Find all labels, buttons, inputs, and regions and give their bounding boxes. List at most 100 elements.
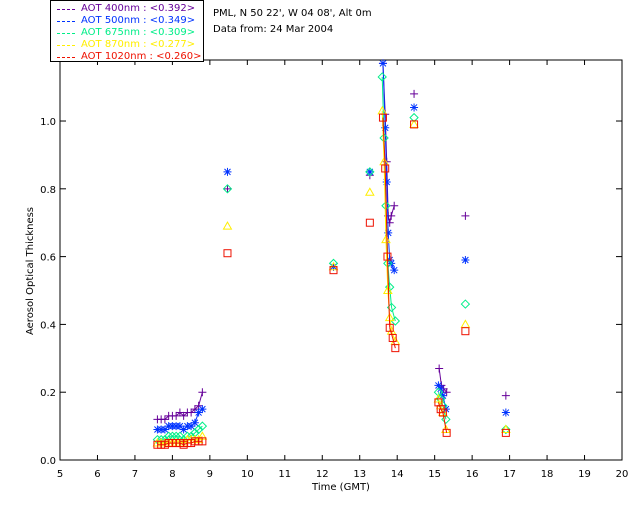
point-675nm: [433, 387, 444, 397]
point-500nm: [382, 178, 391, 187]
point-400nm: [223, 184, 232, 193]
point-400nm: [387, 211, 396, 220]
legend-label: AOT 400nm : <0.392>: [81, 3, 196, 14]
date-info: Data from: 24 Mar 2004: [213, 24, 334, 35]
point-400nm: [410, 89, 419, 98]
point-675nm: [377, 72, 387, 82]
point-1020nm: [438, 408, 447, 417]
point-400nm: [190, 405, 199, 414]
point-675nm: [435, 394, 446, 404]
point-500nm: [194, 408, 203, 417]
point-500nm: [436, 384, 445, 393]
x-tick-label: 20: [616, 469, 629, 480]
point-1020nm: [501, 428, 510, 437]
series-line-segment: [183, 412, 188, 417]
point-675nm: [193, 424, 204, 435]
point-500nm: [381, 123, 390, 132]
point-675nm: [365, 167, 375, 177]
point-500nm: [390, 266, 399, 275]
point-675nm: [328, 258, 339, 269]
y-tick-label: 0.0: [40, 456, 56, 467]
y-tick-label: 0.8: [40, 185, 56, 196]
series-line-segment: [391, 331, 396, 342]
point-500nm: [410, 103, 419, 112]
x-tick-label: 9: [207, 469, 213, 480]
series-line-segment: [190, 408, 196, 413]
series-line-segment: [164, 415, 169, 420]
point-1020nm: [442, 428, 451, 437]
point-675nm: [501, 424, 511, 435]
series-line-segment: [194, 405, 199, 410]
point-400nm: [461, 211, 470, 220]
point-675nm: [222, 184, 233, 194]
x-tick-label: 12: [316, 469, 329, 480]
y-tick-label: 0.2: [40, 388, 56, 399]
point-1020nm: [391, 344, 400, 353]
point-500nm: [434, 381, 443, 390]
series-line-segment: [386, 182, 389, 233]
series-line-segment: [385, 239, 389, 291]
point-675nm: [441, 414, 451, 425]
point-870nm: [438, 407, 448, 417]
point-675nm: [190, 428, 200, 438]
series-line-segment: [389, 327, 394, 339]
x-tick-label: 17: [503, 469, 516, 480]
legend-swatch: [57, 57, 75, 58]
point-500nm: [365, 167, 374, 176]
point-500nm: [198, 405, 207, 414]
series-line-segment: [383, 161, 387, 240]
site-info: PML, N 50 22', W 04 08', Alt 0m: [213, 8, 372, 19]
x-axis-title: Time (GMT): [311, 482, 370, 493]
point-1020nm: [385, 323, 394, 332]
point-500nm: [179, 425, 188, 434]
point-675nm: [460, 299, 471, 309]
legend-label: AOT 1020nm : <0.260>: [81, 51, 202, 62]
point-870nm: [364, 187, 375, 196]
plot-frame: [59, 59, 623, 461]
point-400nm: [172, 411, 181, 420]
legend-label: AOT 675nm : <0.309>: [81, 27, 196, 38]
point-1020nm: [383, 252, 392, 261]
point-675nm: [197, 421, 208, 431]
point-1020nm: [223, 249, 232, 258]
point-1020nm: [329, 266, 338, 275]
x-tick-label: 10: [241, 469, 254, 480]
point-400nm: [160, 415, 169, 424]
x-tick-label: 15: [428, 469, 441, 480]
point-400nm: [179, 411, 188, 420]
series-line-segment: [384, 127, 388, 183]
point-500nm: [438, 391, 447, 400]
point-500nm: [378, 59, 387, 68]
series-line-segment: [381, 110, 385, 162]
series-line-segment: [382, 117, 386, 169]
point-400nm: [435, 364, 444, 373]
series-line-segment: [386, 256, 391, 328]
legend-swatch: [57, 45, 75, 46]
x-tick-label: 13: [353, 469, 366, 480]
series-line-segment: [386, 161, 389, 216]
point-675nm: [409, 112, 419, 123]
legend-label: AOT 870nm : <0.277>: [81, 39, 196, 50]
point-400nm: [390, 201, 399, 210]
data-marks: [152, 59, 511, 449]
point-1020nm: [381, 164, 390, 173]
point-400nm: [442, 388, 451, 397]
point-500nm: [461, 256, 470, 264]
x-tick-label: 18: [541, 469, 554, 480]
point-400nm: [501, 391, 510, 400]
series-line-segment: [179, 412, 184, 417]
point-1020nm: [388, 333, 397, 342]
series-line-segment: [392, 337, 396, 349]
x-tick-label: 19: [578, 469, 591, 480]
point-870nm: [381, 234, 391, 244]
series-line-segment: [387, 232, 391, 261]
x-tick-label: 16: [466, 469, 479, 480]
series-line-segment: [440, 408, 444, 413]
point-1020nm: [378, 113, 387, 122]
series-line-segment: [384, 168, 388, 257]
point-400nm: [198, 388, 207, 397]
point-500nm: [187, 422, 196, 431]
legend-label: AOT 500nm : <0.349>: [81, 15, 196, 26]
point-500nm: [384, 228, 393, 237]
